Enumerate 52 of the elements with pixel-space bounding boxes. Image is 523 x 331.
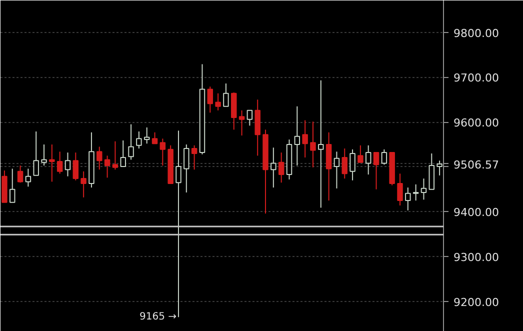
candlestick [381, 148, 388, 166]
candlestick [223, 82, 229, 107]
candlestick [302, 120, 308, 158]
candlestick [104, 155, 110, 178]
candlestick [294, 106, 300, 166]
candlestick [41, 144, 47, 166]
candlestick [64, 152, 71, 177]
candlestick [184, 144, 190, 193]
y-tick-label: 9506.57 [454, 158, 499, 172]
y-tick-label: 9700.00 [454, 72, 499, 85]
candlestick [72, 152, 79, 181]
candlestick [215, 92, 221, 111]
candlestick [152, 132, 158, 144]
y-tick-label: 9800.00 [454, 26, 499, 40]
candlestick [365, 144, 372, 176]
candlestick [342, 148, 348, 180]
candlestick [80, 170, 86, 198]
annotation: 9165 → [139, 312, 176, 323]
candlestick [310, 121, 316, 168]
y-tick-label: 9200.00 [454, 296, 499, 309]
y-tick-label: 9400.00 [454, 206, 499, 220]
candlestick [428, 152, 435, 190]
candlestick [191, 144, 198, 170]
y-tick-label: 9600.00 [454, 116, 499, 130]
candlestick [350, 148, 356, 181]
candlestick [128, 124, 134, 160]
candlestick [136, 130, 142, 150]
candlestick [238, 110, 245, 136]
candlestick [160, 138, 166, 166]
candlestick [207, 86, 214, 114]
candlestick [120, 140, 126, 167]
candlestick [25, 168, 32, 188]
candlestick [334, 151, 340, 189]
candlestick [278, 152, 284, 184]
candlestick [397, 173, 403, 206]
y-tick-label: 9300.00 [454, 251, 499, 264]
candlestick [144, 126, 150, 144]
candlestick [246, 110, 253, 126]
candlestick [373, 152, 380, 190]
candlestick [420, 178, 427, 200]
candlestick [358, 144, 364, 163]
candlestick [9, 168, 16, 203]
candlestick [318, 80, 324, 208]
candlestick [33, 130, 39, 176]
candlestick [49, 144, 55, 182]
candlestick [96, 146, 102, 170]
candlestick [405, 187, 411, 211]
candlestick [412, 184, 419, 202]
candlestick [112, 140, 118, 170]
candlestick [17, 165, 24, 184]
candlestick [56, 151, 63, 174]
candlestick [270, 147, 276, 188]
